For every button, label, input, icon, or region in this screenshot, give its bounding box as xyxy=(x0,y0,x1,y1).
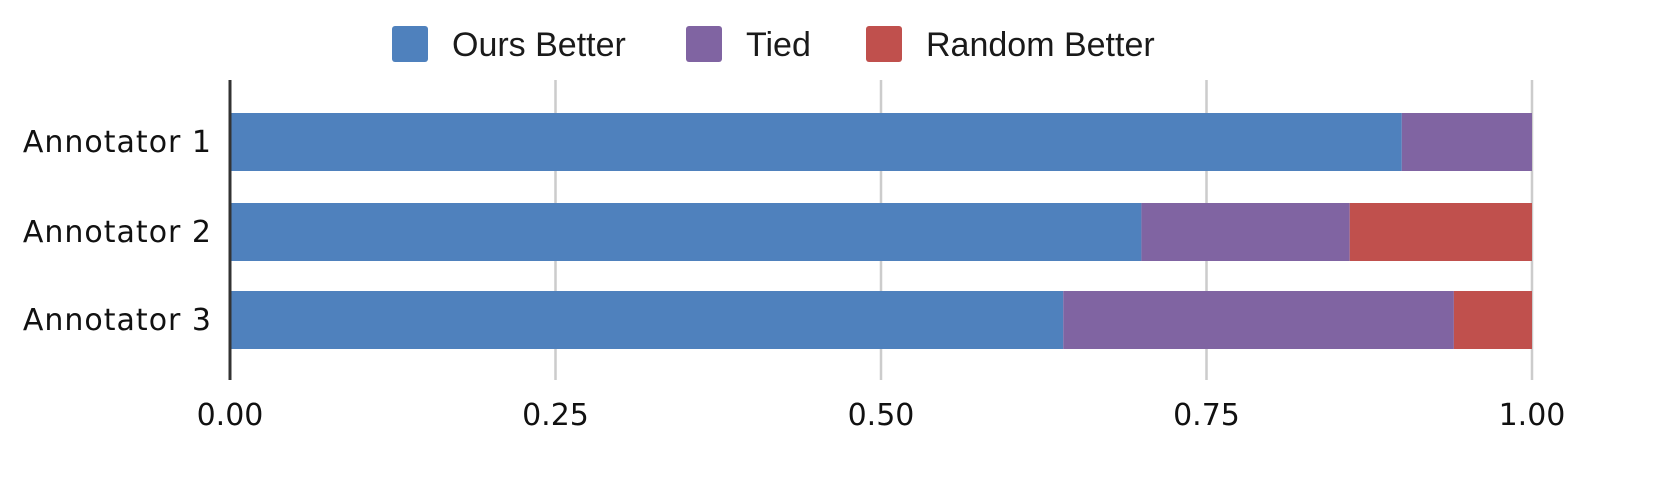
category-label: Annotator 3 xyxy=(23,303,212,338)
x-tick-label: 0.75 xyxy=(1173,398,1240,433)
bar-segment-random-better xyxy=(1453,291,1532,349)
legend: Ours Better Tied Random Better xyxy=(392,26,1155,64)
bar-segment-ours-better xyxy=(230,203,1142,261)
category-label: Annotator 1 xyxy=(23,125,212,160)
legend-swatch xyxy=(866,26,902,62)
legend-swatch xyxy=(686,26,722,62)
x-tick-label: 0.50 xyxy=(848,398,915,433)
bar-segment-ours-better xyxy=(230,291,1064,349)
bar-segment-random-better xyxy=(1349,203,1532,261)
legend-label: Random Better xyxy=(926,26,1155,64)
legend-label: Tied xyxy=(746,26,811,64)
category-label: Annotator 2 xyxy=(23,215,212,250)
x-tick-label: 0.25 xyxy=(522,398,589,433)
legend-label: Ours Better xyxy=(452,26,626,64)
category-labels: Annotator 1 Annotator 2 Annotator 3 xyxy=(23,125,212,338)
legend-swatch xyxy=(392,26,428,62)
bar-segment-tied xyxy=(1401,113,1532,171)
x-tick-labels: 0.00 0.25 0.50 0.75 1.00 xyxy=(197,398,1566,433)
bars xyxy=(230,113,1532,349)
x-tick-label: 1.00 xyxy=(1499,398,1566,433)
bar-segment-tied xyxy=(1141,203,1350,261)
x-tick-label: 0.00 xyxy=(197,398,264,433)
bar-segment-ours-better xyxy=(230,113,1402,171)
bar-segment-tied xyxy=(1063,291,1454,349)
